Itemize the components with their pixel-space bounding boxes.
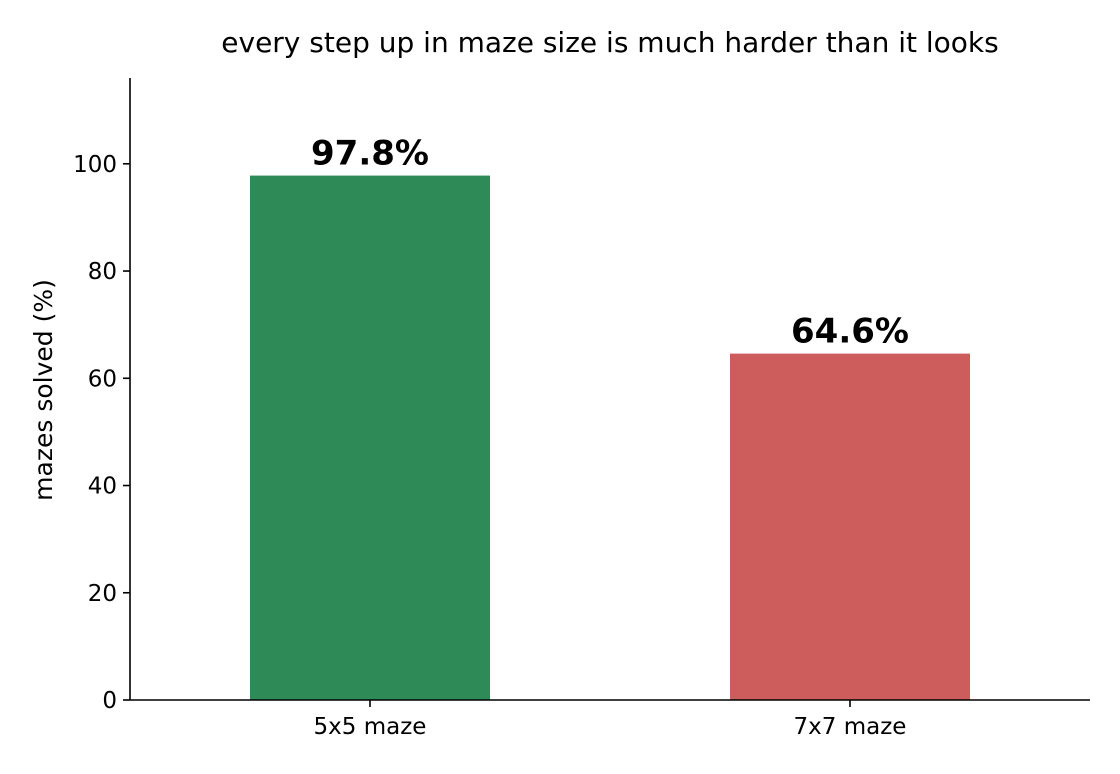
y-axis-label: mazes solved (%) bbox=[29, 279, 58, 501]
y-tick-label: 60 bbox=[88, 366, 117, 392]
y-tick-label: 40 bbox=[88, 474, 117, 500]
chart-title: every step up in maze size is much harde… bbox=[221, 26, 998, 59]
y-tick-label: 100 bbox=[73, 152, 117, 178]
y-tick-label: 0 bbox=[102, 688, 117, 714]
y-tick-label: 80 bbox=[88, 259, 117, 285]
y-tick-label: 20 bbox=[88, 581, 117, 607]
data-labels-layer: 97.8% 64.6% bbox=[311, 134, 909, 352]
x-axis-ticks: 5x5 maze 7x7 maze bbox=[314, 700, 907, 740]
data-label: 64.6% bbox=[791, 312, 909, 352]
y-axis-ticks: 0 20 40 60 80 100 bbox=[73, 152, 130, 714]
x-tick-label: 7x7 maze bbox=[794, 714, 907, 740]
data-label: 97.8% bbox=[311, 134, 429, 174]
bar-7x7-maze bbox=[730, 353, 970, 700]
bars-layer bbox=[250, 175, 970, 700]
x-tick-label: 5x5 maze bbox=[314, 714, 427, 740]
bar-5x5-maze bbox=[250, 175, 490, 700]
